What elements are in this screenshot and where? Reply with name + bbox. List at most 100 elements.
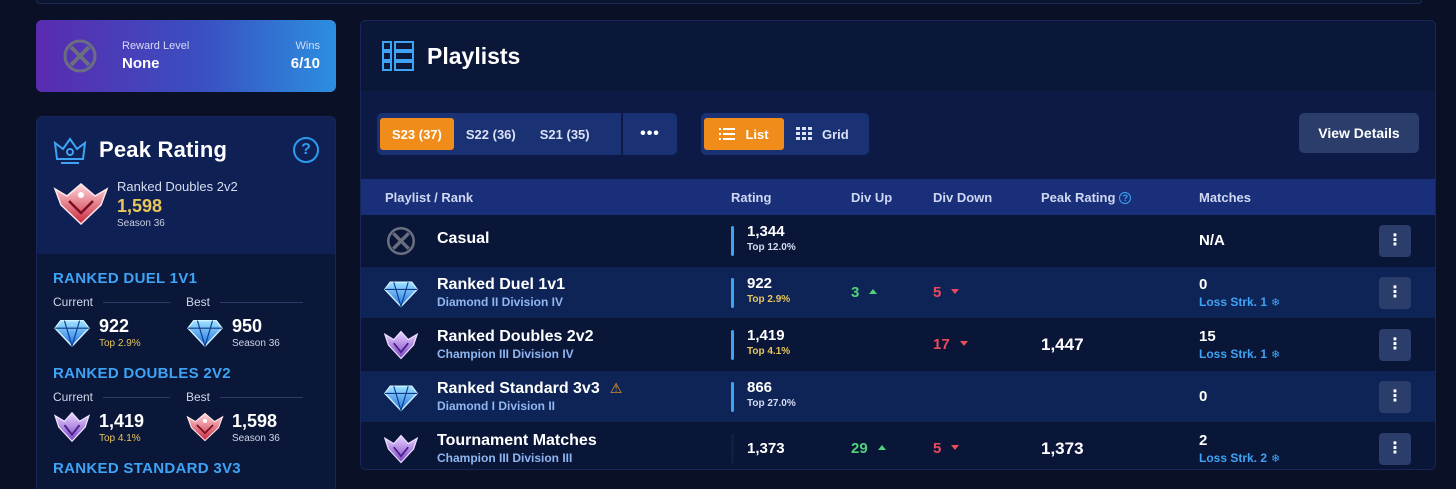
current-sub: Top 2.9% — [99, 337, 141, 349]
reward-level-value: None — [122, 55, 160, 72]
champion-rank-icon — [383, 432, 419, 466]
table-header: Playlist / Rank Rating Div Up Div Down P… — [361, 179, 1435, 215]
peak-crown-icon — [53, 137, 87, 164]
snowflake-icon: ❄ — [1271, 453, 1281, 465]
grid-view-button[interactable]: Grid — [784, 118, 861, 150]
row-menu-button[interactable]: ⋮ — [1379, 225, 1411, 257]
rating-top: Top 12.0% — [747, 242, 796, 253]
header-rating[interactable]: Rating — [731, 189, 772, 205]
div-down-value: 17 — [933, 336, 968, 353]
season-tab-s22[interactable]: S22 (36) — [465, 126, 516, 142]
header-matches[interactable]: Matches — [1199, 189, 1252, 205]
view-toggle: List Grid — [701, 113, 869, 155]
snowflake-icon: ❄ — [1271, 297, 1281, 309]
div-up-value: 29 — [851, 440, 886, 457]
rating-bar — [731, 330, 734, 360]
peak-best-playlist: Ranked Doubles 2v2 — [117, 179, 238, 194]
peak-section-standard: RANKED STANDARD 3V3 — [37, 460, 335, 477]
champion-rank-icon — [383, 328, 419, 362]
season-tab-s21[interactable]: S21 (35) — [539, 126, 590, 142]
section-title: RANKED STANDARD 3V3 — [53, 460, 241, 477]
best-label: Best — [186, 390, 319, 404]
row-menu-button[interactable]: ⋮ — [1379, 381, 1411, 413]
header-playlist[interactable]: Playlist / Rank — [385, 189, 474, 205]
view-details-button[interactable]: View Details — [1299, 113, 1419, 153]
best-value: 950 — [232, 315, 263, 336]
matches-value: 0 — [1199, 276, 1208, 293]
loss-streak-label: Loss Strk. 1 — [1199, 295, 1268, 309]
header-peak-rating[interactable]: Peak Rating? — [1041, 190, 1132, 205]
list-view-button[interactable]: List — [704, 118, 784, 150]
warning-icon: ⚠ — [609, 380, 623, 396]
playlist-division: Champion III Division IV — [437, 347, 574, 361]
table-row[interactable]: Ranked Standard 3v3 ⚠ Diamond I Division … — [361, 371, 1435, 423]
section-title: RANKED DUEL 1V1 — [53, 270, 198, 287]
more-seasons-button[interactable]: ••• — [621, 113, 677, 155]
peak-best-season: Season 36 — [117, 218, 165, 229]
rating-value: 922 — [747, 275, 773, 292]
row-menu-button[interactable]: ⋮ — [1379, 433, 1411, 465]
current-label: Current — [53, 295, 186, 309]
playlists-title: Playlists — [427, 42, 521, 69]
table-row[interactable]: Ranked Duel 1v1 Diamond II Division IV 9… — [361, 267, 1435, 319]
grand-champion-rank-icon — [186, 410, 224, 444]
champion-rank-icon — [53, 410, 91, 444]
table-row[interactable]: Casual 1,344 Top 12.0% N/A ⋮ — [361, 215, 1435, 267]
row-menu-button[interactable]: ⋮ — [1379, 277, 1411, 309]
best-label: Best — [186, 295, 319, 309]
reward-level-card: Reward Level None Wins 6/10 — [36, 20, 336, 92]
playlist-division: Champion III Division III — [437, 451, 573, 465]
rating-top: Top 2.9% — [747, 294, 791, 305]
snowflake-icon: ❄ — [1271, 349, 1281, 361]
current-label: Current — [53, 390, 186, 404]
playlist-division: Diamond II Division IV — [437, 295, 564, 309]
list-view-label: List — [745, 126, 769, 142]
playlist-name: Ranked Standard 3v3 ⚠ — [437, 380, 622, 398]
top-bar — [36, 0, 1422, 4]
rating-value: 866 — [747, 379, 773, 396]
peak-section-doubles: RANKED DOUBLES 2V2 Current 1,419 Top 4.1… — [37, 365, 335, 444]
peak-rating-title: Peak Rating — [99, 137, 228, 162]
rating-value: 1,344 — [747, 223, 785, 240]
reward-level-label: Reward Level — [122, 40, 190, 52]
help-icon[interactable]: ? — [293, 137, 319, 163]
matches-value: N/A — [1199, 232, 1225, 249]
playlists-icon — [382, 41, 414, 71]
season-selector: S23 (37) S22 (36) S21 (35) ••• — [377, 113, 677, 155]
season-tab-s23[interactable]: S23 (37) — [380, 118, 454, 150]
table-row[interactable]: Ranked Doubles 2v2 Champion III Division… — [361, 319, 1435, 371]
playlist-name: Ranked Duel 1v1 — [437, 276, 566, 293]
rating-top: Top 27.0% — [747, 398, 796, 409]
loss-streak: Loss Strk. 1 ❄ — [1199, 347, 1280, 361]
unranked-x-icon — [60, 36, 100, 76]
peak-section-duel: RANKED DUEL 1V1 Current 922 Top 2.9% Bes… — [37, 270, 335, 349]
diamond-rank-icon — [186, 315, 224, 349]
wins-label: Wins — [295, 40, 320, 52]
current-value: 1,419 — [99, 410, 145, 431]
div-down-value: 5 — [933, 440, 959, 457]
playlist-division: Diamond I Division II — [437, 399, 556, 413]
table-row[interactable]: Tournament Matches Champion III Division… — [361, 423, 1435, 469]
peak-best-value: 1,598 — [117, 196, 163, 216]
playlists-panel: Playlists S23 (37) S22 (36) S21 (35) •••… — [360, 20, 1436, 470]
best-value: 1,598 — [232, 410, 278, 431]
playlist-name-label: Ranked Standard 3v3 — [437, 380, 600, 397]
loss-streak-label: Loss Strk. 1 — [1199, 347, 1268, 361]
rating-bar — [731, 382, 734, 412]
info-icon[interactable]: ? — [1119, 191, 1132, 204]
peak-rating-value: 1,447 — [1041, 335, 1084, 354]
rating-bar — [731, 226, 734, 256]
matches-value: 2 — [1199, 432, 1208, 449]
row-menu-button[interactable]: ⋮ — [1379, 329, 1411, 361]
playlist-name: Ranked Doubles 2v2 — [437, 328, 594, 345]
peak-rating-value: 1,373 — [1041, 439, 1084, 458]
diamond-rank-icon — [383, 276, 419, 310]
loss-streak-label: Loss Strk. 2 — [1199, 451, 1268, 465]
header-div-up[interactable]: Div Up — [851, 189, 893, 205]
header-div-down[interactable]: Div Down — [933, 189, 993, 205]
loss-streak: Loss Strk. 1 ❄ — [1199, 295, 1280, 309]
matches-value: 15 — [1199, 328, 1216, 345]
playlists-table: Playlist / Rank Rating Div Up Div Down P… — [361, 179, 1435, 469]
playlist-name: Tournament Matches — [437, 432, 597, 449]
rating-top: Top 4.1% — [747, 346, 791, 357]
